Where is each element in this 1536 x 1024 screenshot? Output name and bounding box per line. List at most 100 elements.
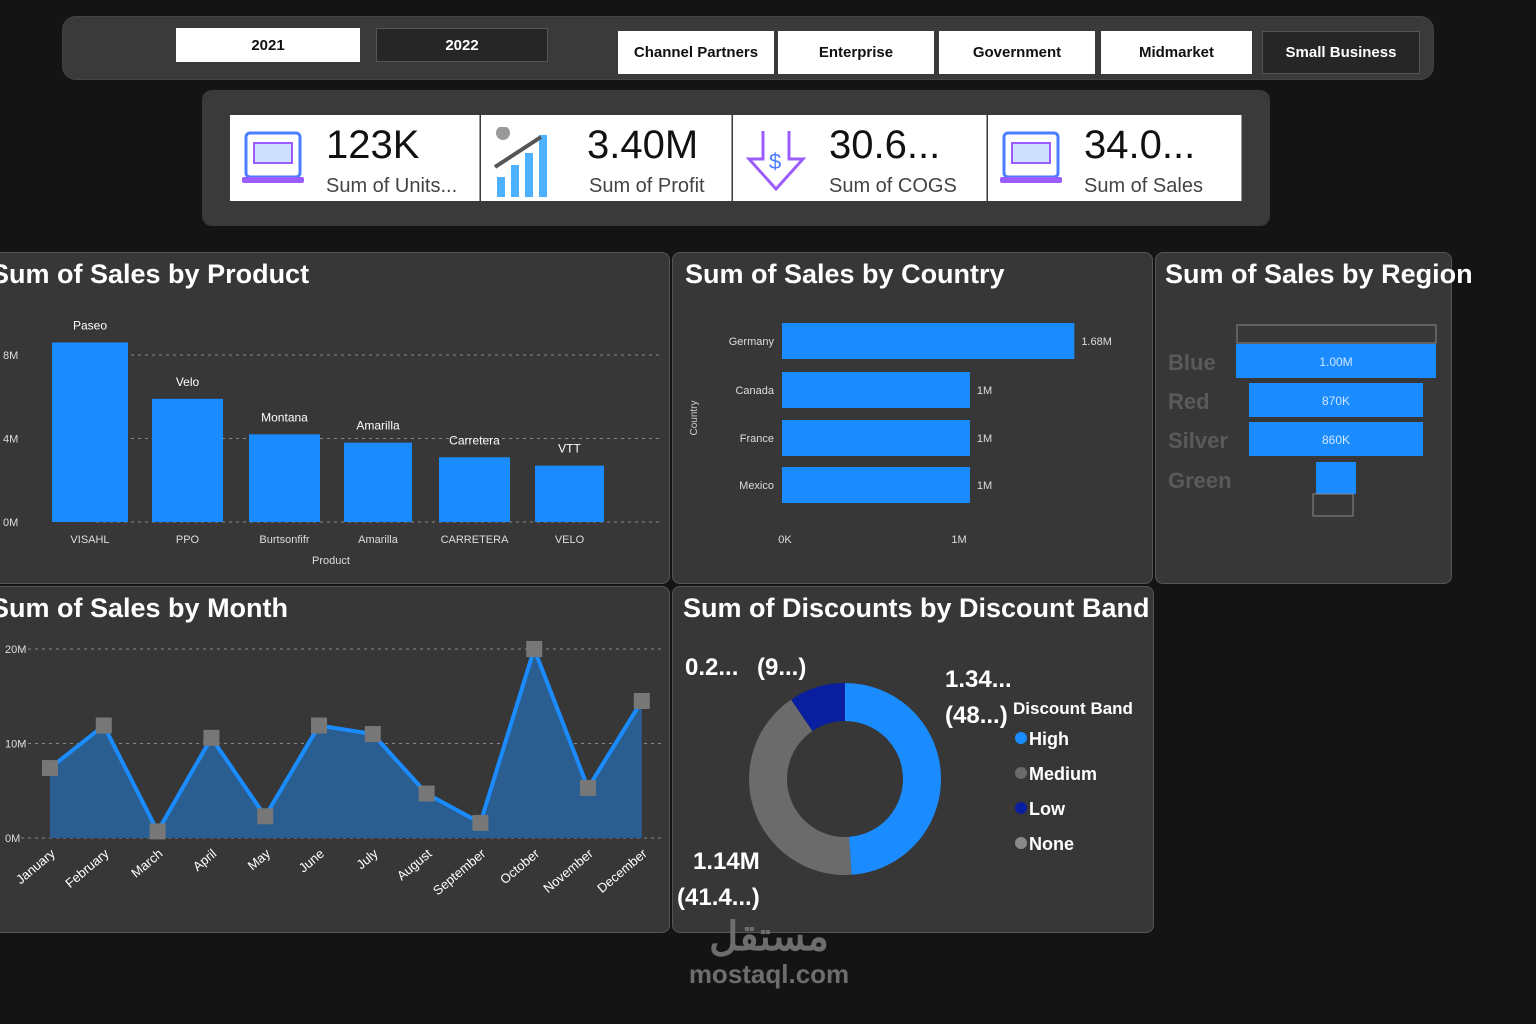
- data-point: [472, 814, 489, 831]
- segment-small-business[interactable]: Small Business: [1262, 31, 1420, 74]
- discount-donut-chart: 1.34... (48...) 1.14M (41.4...) 0.2... (9...)…: [677, 654, 1133, 911]
- data-point: [95, 717, 112, 734]
- x-tick-label: PPO: [176, 534, 200, 546]
- data-point: [149, 823, 166, 840]
- kpi-label: Sum of Sales: [1084, 175, 1203, 197]
- legend-marker: [1015, 837, 1027, 849]
- data-label: 870K: [1322, 394, 1350, 408]
- legend-marker: [1015, 732, 1027, 744]
- x-tick-label: 1M: [951, 534, 966, 546]
- x-tick-label: June: [296, 846, 327, 876]
- sales-by-month-panel: Sum of Sales by Month 0M 10M 20M January Feb…: [0, 586, 670, 933]
- bar: [535, 465, 604, 522]
- data-label: (41.4...): [677, 884, 760, 911]
- x-tick-label: May: [245, 845, 274, 873]
- data-label: 0.2...: [685, 654, 738, 681]
- segment-midmarket[interactable]: Midmarket: [1101, 31, 1252, 74]
- data-label: 1.00M: [1319, 355, 1352, 369]
- bar: [152, 398, 223, 522]
- y-tick-label: France: [740, 433, 774, 445]
- donut-slice: [791, 683, 845, 732]
- month-area-chart: 0M 10M 20M January February March April May June…: [5, 641, 661, 898]
- watermark: مستقل mostaql.com: [676, 915, 862, 990]
- bar: [782, 323, 1075, 359]
- x-tick-label: February: [62, 845, 112, 890]
- x-tick-label: September: [430, 845, 489, 898]
- kpi-card: $30.6... Sum of COGS: [733, 115, 987, 201]
- category-label: Blue: [1168, 350, 1216, 375]
- y-tick-label: Germany: [729, 336, 775, 348]
- watermark-arabic: مستقل: [709, 915, 829, 959]
- y-tick-label: 20M: [5, 644, 26, 656]
- discounts-panel: Sum of Discounts by Discount Band 1.34..…: [672, 586, 1154, 933]
- x-tick-label: CARRETERA: [441, 534, 510, 546]
- year-slicer-2022[interactable]: 2022: [376, 28, 548, 62]
- legend-item: Low: [1029, 799, 1066, 819]
- data-label: 1M: [977, 480, 992, 492]
- data-label: 860K: [1322, 433, 1350, 447]
- x-tick-label: Burtsonfifr: [259, 534, 309, 546]
- category-label: Red: [1168, 389, 1210, 414]
- data-point: [42, 760, 58, 777]
- chart-title: Sum of Sales by Month: [0, 593, 289, 623]
- legend-item: None: [1029, 834, 1074, 854]
- data-label: Amarilla: [356, 419, 400, 433]
- funnel-bar: [1316, 462, 1356, 494]
- data-label: 1.14M: [693, 848, 760, 875]
- kpi-label: Sum of COGS: [829, 175, 957, 197]
- area-fill: [50, 649, 642, 838]
- segment-enterprise[interactable]: Enterprise: [778, 31, 934, 74]
- kpi-label: Sum of Profit: [589, 175, 705, 197]
- x-tick-label: December: [594, 845, 650, 895]
- x-tick-label: November: [540, 845, 596, 895]
- kpi-value: 34.0...: [1084, 123, 1196, 167]
- bar: [249, 434, 320, 522]
- legend-title: Discount Band: [1013, 699, 1133, 718]
- y-tick-label: 0M: [5, 833, 20, 845]
- sales-by-country-panel: Sum of Sales by Country 1.68M Germany 1M Ca…: [672, 252, 1153, 584]
- bar: [782, 372, 970, 408]
- kpi-value: 123K: [326, 123, 420, 167]
- product-bar-chart: 0M 4M 8M Paseo VISAHL Velo PPO Montana Burtsonfi…: [3, 318, 661, 567]
- series-line: [48, 642, 644, 836]
- legend-marker: [1015, 767, 1027, 779]
- data-label: Velo: [176, 375, 200, 389]
- x-axis-label: Product: [312, 555, 350, 567]
- x-tick-label: January: [13, 845, 58, 887]
- data-point: [364, 726, 381, 743]
- x-tick-label: VELO: [555, 534, 585, 546]
- funnel-frame: [1312, 493, 1354, 517]
- bar: [439, 457, 510, 522]
- x-tick-label: July: [353, 845, 381, 872]
- data-label: 1.68M: [1081, 336, 1112, 348]
- y-tick-label: 8M: [3, 350, 18, 362]
- y-tick-label: 10M: [5, 739, 26, 751]
- legend-item: High: [1029, 729, 1069, 749]
- kpi-card: 3.40M Sum of Profit: [481, 115, 732, 201]
- data-label: 1M: [977, 433, 992, 445]
- chart-title: Sum of Sales by Product: [0, 259, 310, 289]
- chart-title: Sum of Sales by Country: [685, 259, 1005, 289]
- donut-slice: [749, 699, 852, 875]
- watermark-latin: mostaql.com: [688, 959, 850, 989]
- data-point: [311, 717, 327, 734]
- category-label: Silver: [1168, 428, 1228, 453]
- segment-government[interactable]: Government: [939, 31, 1095, 74]
- data-label: (9...): [757, 654, 806, 681]
- svg-text:$: $: [769, 149, 781, 174]
- sales-by-product-panel: Sum of Sales by Product 0M 4M 8M Paseo VISAH…: [0, 252, 670, 584]
- kpi-value: 30.6...: [829, 123, 941, 167]
- data-point: [526, 641, 543, 657]
- x-tick-label: Amarilla: [358, 534, 399, 546]
- chart-title: Sum of Discounts by Discount Band: [683, 593, 1150, 623]
- segment-channel-partners[interactable]: Channel Partners: [618, 31, 774, 74]
- bar: [52, 342, 128, 522]
- category-label: Green: [1168, 468, 1232, 493]
- year-slicer-2021[interactable]: 2021: [176, 28, 360, 62]
- funnel-bar: [1236, 344, 1436, 378]
- x-tick-label: March: [128, 846, 165, 881]
- data-point: [203, 729, 220, 746]
- bar: [782, 467, 970, 503]
- region-funnel-chart: 1.00M Blue 870K Red 860K Silver Green: [1168, 324, 1437, 517]
- funnel-frame: [1236, 324, 1437, 344]
